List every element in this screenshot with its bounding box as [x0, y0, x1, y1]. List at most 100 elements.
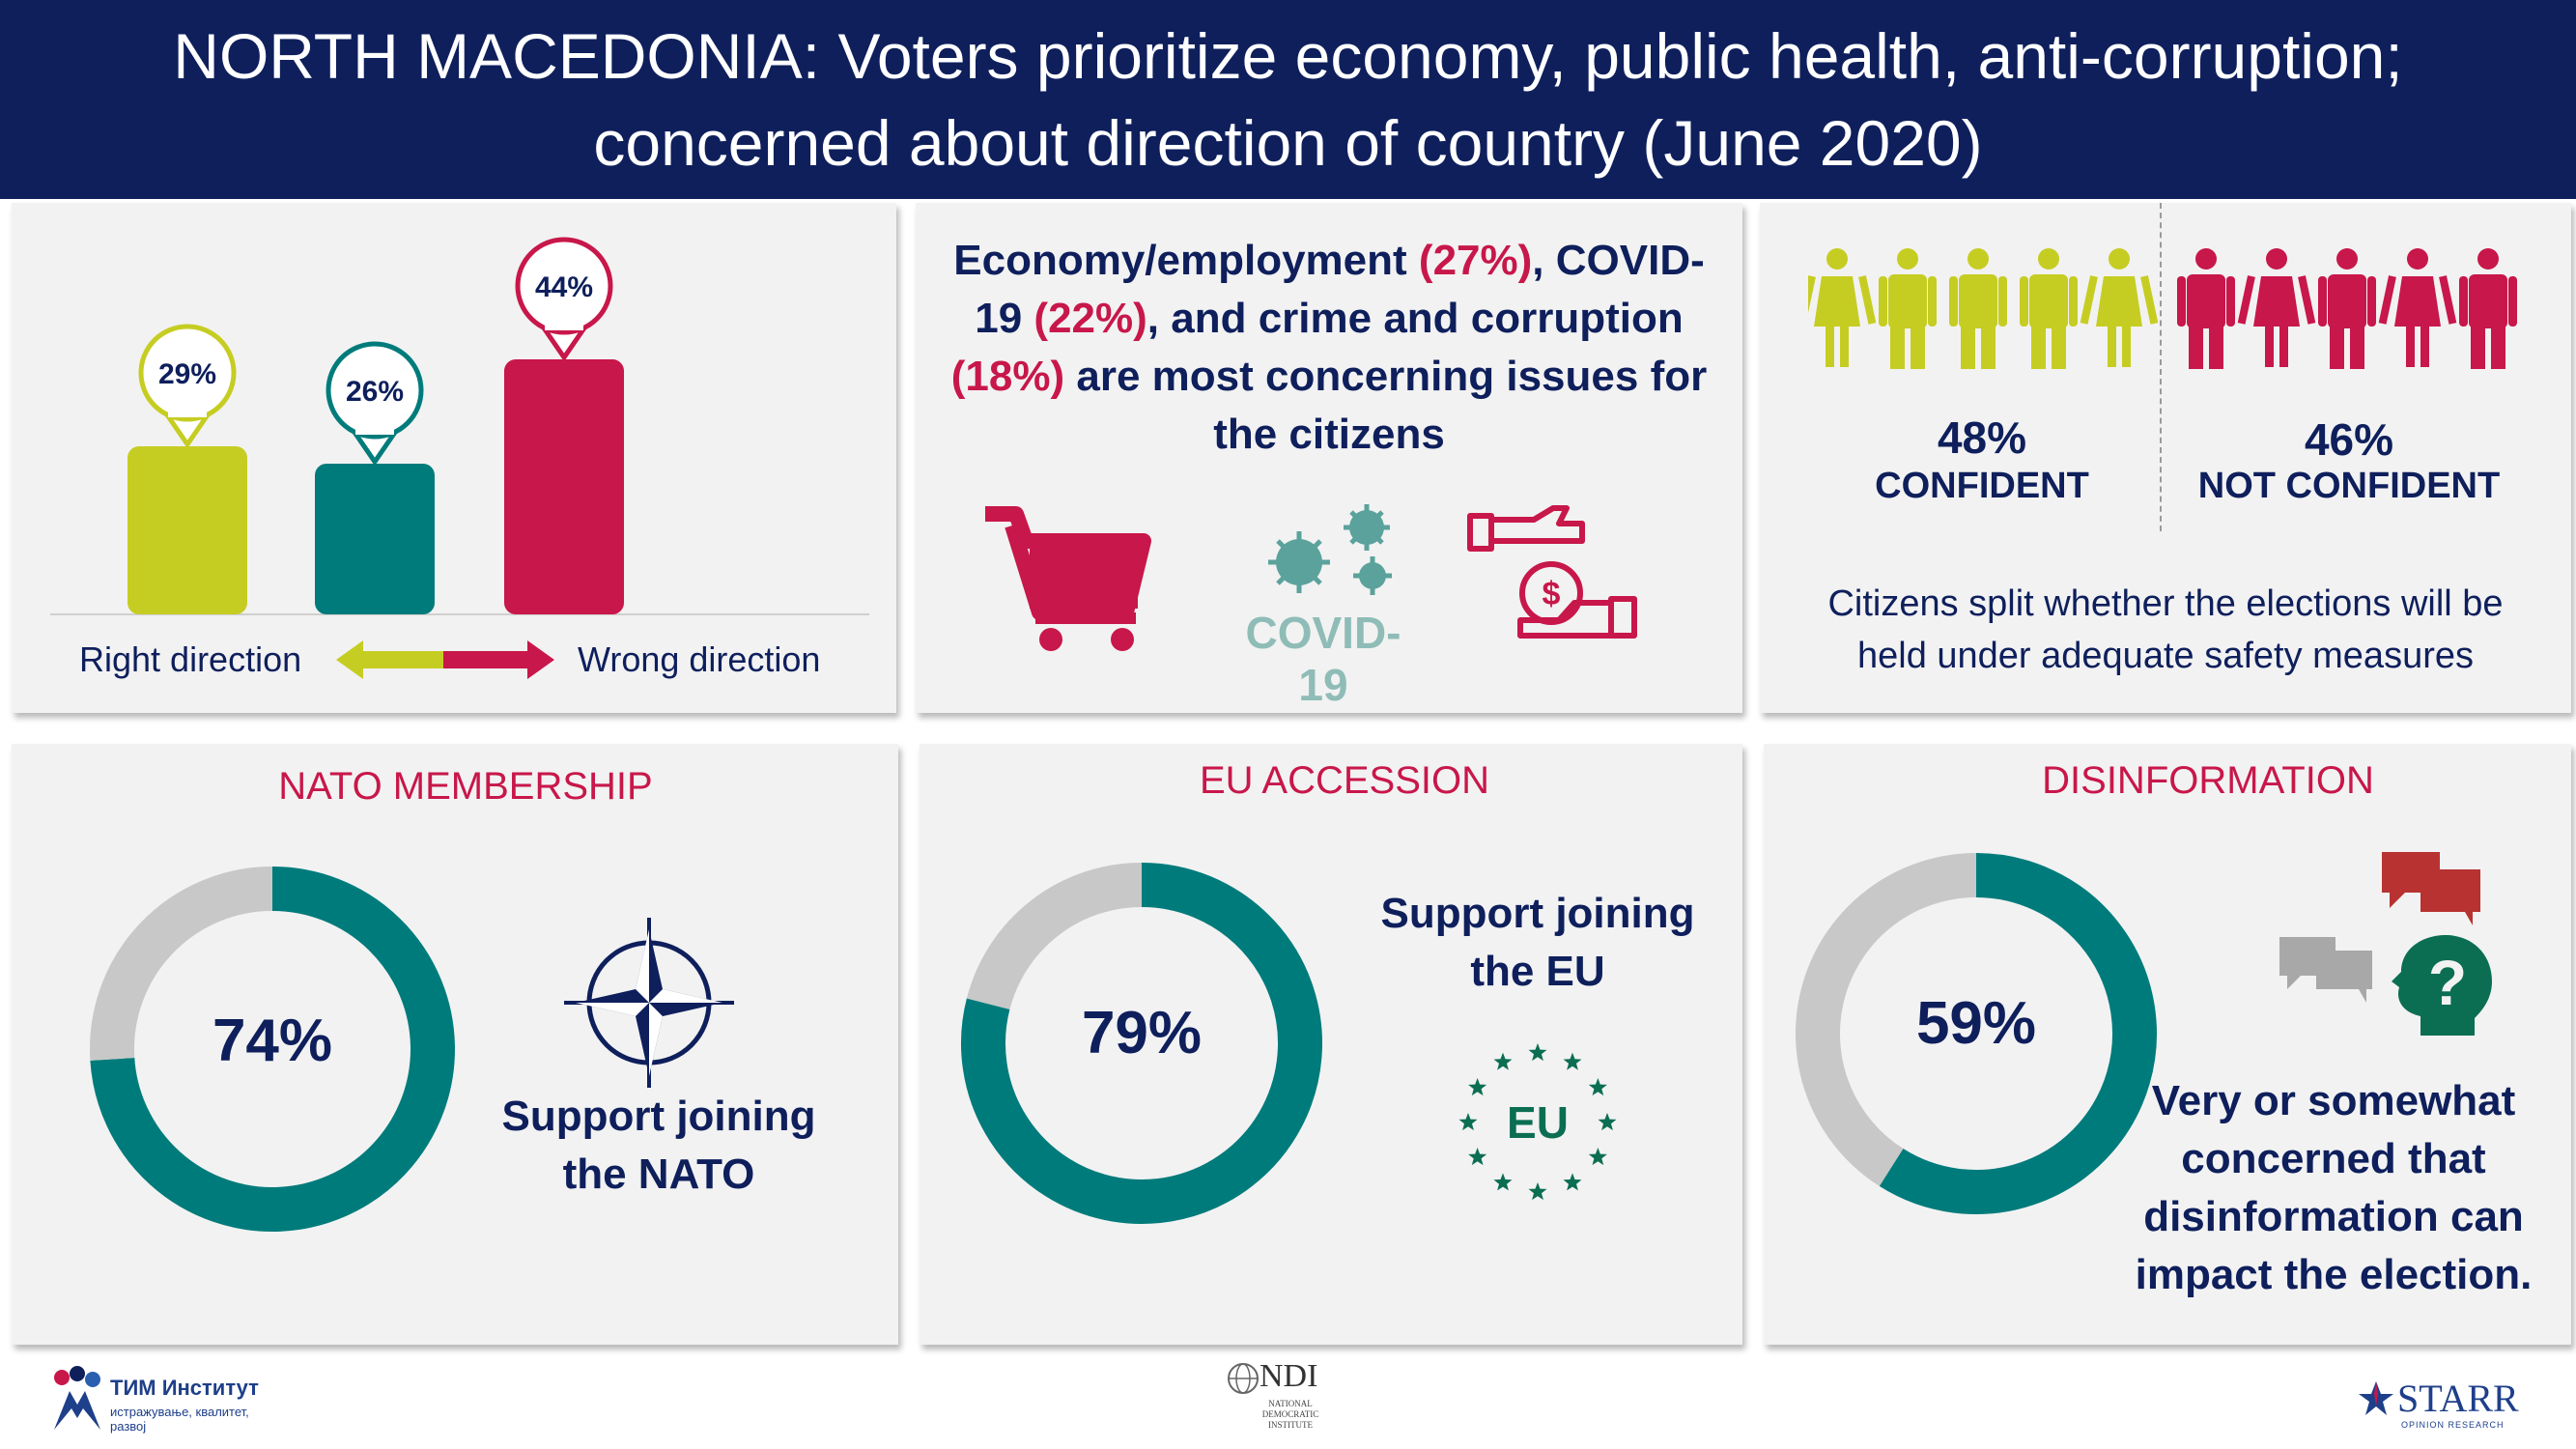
eu-caption-line-1: Support joining — [1380, 890, 1695, 937]
confident-label: CONFIDENT — [1875, 466, 2089, 506]
bar-1 — [127, 446, 247, 614]
female-person-icon-5 — [2080, 248, 2159, 367]
male-person-icon-10 — [2459, 248, 2517, 369]
virus-icon — [1268, 504, 1392, 595]
shopping-cart-icon — [985, 506, 1151, 651]
issue-covid-b: 19 — [975, 295, 1023, 342]
issue-covid-pct: (22%) — [1033, 295, 1147, 342]
elections-caption-line-1: Citizens split whether the elections wil… — [1827, 583, 2504, 624]
issues-text: Economy/employment (27%), COVID- 19 (22%… — [935, 232, 1723, 464]
donut-nato-slice-1 — [90, 867, 455, 1232]
page-title-line-1: NORTH MACEDONIA: Voters prioritize econo… — [173, 20, 2403, 92]
bar-callout-1 — [138, 324, 237, 422]
disinfo-caption-line-1: Very or somewhat — [2151, 1077, 2516, 1124]
issue-crime: , and crime and corruption — [1146, 295, 1684, 342]
male-person-icon-2 — [1879, 248, 1937, 369]
elections-caption: Citizens split whether the elections wil… — [1769, 578, 2562, 682]
eu-star-5 — [1493, 1173, 1513, 1191]
tim-logo-name: ТИМ Институт — [110, 1376, 259, 1400]
left-right-arrow-icon — [336, 640, 554, 679]
eu-star-1 — [1598, 1113, 1617, 1131]
female-person-icon-1 — [1808, 248, 1877, 367]
eu-star-7 — [1458, 1113, 1478, 1131]
svg-text:$: $ — [1543, 576, 1561, 612]
disinfo-caption-line-2: concerned that — [2181, 1135, 2486, 1182]
disinfo-caption-line-4: impact the election. — [2135, 1251, 2533, 1298]
covid-icon-label: COVID-19 — [1245, 608, 1401, 710]
eu-value: 79% — [1081, 1000, 1203, 1066]
chat-bubbles-icon — [2279, 852, 2480, 1003]
header-banner: NORTH MACEDONIA: Voters prioritize econo… — [0, 0, 2576, 199]
eu-stars-icon: EU — [1458, 1043, 1617, 1201]
donut-disinfo-slice-2 — [1796, 853, 1977, 1186]
nato-caption-line-2: the NATO — [562, 1151, 755, 1198]
disinfo-panel: DISINFORMATION 59% ? Very or somewhat co… — [1764, 744, 2571, 1345]
bar-2 — [315, 464, 435, 614]
starr-star-icon — [2359, 1381, 2393, 1415]
page-title-line-2: concerned about direction of country (Ju… — [593, 107, 1983, 179]
bar-callout-mask-3 — [545, 315, 583, 330]
bar-callout-mask-2 — [355, 419, 394, 435]
tim-institute-logo: ТИМ Институт истражување, квалитет, разв… — [48, 1360, 280, 1437]
ndi-logo-name: NDI — [1260, 1358, 1318, 1394]
tim-logo-tagline: истражување, квалитет, развој — [110, 1405, 249, 1434]
eu-star-12 — [1588, 1078, 1607, 1096]
issue-crime-pct: (18%) — [950, 353, 1065, 400]
bar-callout-2 — [326, 341, 424, 440]
eu-logo-text: EU — [1507, 1097, 1569, 1148]
ndi-logo: NDI NATIONAL DEMOCRATIC INSTITUTE — [1223, 1358, 1358, 1443]
male-person-icon-4 — [2020, 248, 2078, 369]
bar-3 — [504, 359, 624, 614]
disinfo-caption-line-3: disinformation can — [2143, 1193, 2524, 1240]
bar-callout-mask-1 — [168, 402, 207, 417]
not-confident-label: NOT CONFIDENT — [2197, 466, 2501, 506]
issue-covid-a: , COVID- — [1532, 237, 1705, 284]
eu-star-8 — [1468, 1078, 1487, 1096]
bar-value-label-1: 29% — [158, 358, 216, 390]
issue-tail-a: are most concerning issues for — [1076, 353, 1708, 400]
disinfo-caption: Very or somewhat concerned that disinfor… — [2121, 1072, 2546, 1304]
direction-panel: 29% 26% 44% Right direction Wrong directio… — [12, 203, 896, 713]
donut-eu-slice-2 — [966, 863, 1143, 1010]
ndi-sub-line-1: NATIONAL — [1268, 1399, 1313, 1408]
not-confident-value: 46% — [2304, 414, 2394, 465]
direction-bar-chart: 29% 26% 44% — [50, 237, 869, 615]
thinking-head-icon: ? — [2392, 935, 2492, 1036]
issue-tail-b: the citizens — [1213, 411, 1445, 458]
nato-panel: NATO MEMBERSHIP 74% Support joining the … — [12, 744, 898, 1345]
starr-logo-name: STARR — [2397, 1377, 2519, 1420]
bribery-money-icon: $ — [1467, 505, 1637, 639]
issues-panel: Economy/employment (27%), COVID- 19 (22%… — [916, 203, 1742, 713]
female-person-icon-9 — [2378, 248, 2457, 367]
eu-star-3 — [1563, 1173, 1582, 1191]
svg-text:?: ? — [2428, 947, 2467, 1018]
nato-caption-line-1: Support joining — [501, 1093, 816, 1140]
eu-caption-line-2: the EU — [1470, 948, 1605, 995]
eu-star-9 — [1493, 1052, 1513, 1070]
ndi-logo-sub: NATIONAL DEMOCRATIC INSTITUTE — [1232, 1399, 1348, 1431]
eu-star-6 — [1468, 1148, 1487, 1166]
issue-economy: Economy/employment — [953, 237, 1407, 284]
nato-title: NATO MEMBERSHIP — [278, 765, 653, 808]
disinfo-title: DISINFORMATION — [2042, 759, 2374, 802]
eu-star-4 — [1528, 1182, 1547, 1201]
female-person-icon-7 — [2237, 248, 2316, 367]
eu-panel: EU ACCESSION 79% Support joining the EU … — [920, 744, 1742, 1345]
eu-title: EU ACCESSION — [1199, 759, 1490, 802]
starr-logo: STARR OPINION RESEARCH — [2353, 1366, 2552, 1439]
elections-caption-line-2: held under adequate safety measures — [1857, 636, 2474, 676]
eu-star-10 — [1528, 1043, 1547, 1062]
eu-star-11 — [1563, 1052, 1582, 1070]
nato-caption: Support joining the NATO — [475, 1088, 842, 1204]
bar-callout-3 — [515, 237, 613, 335]
starr-logo-sub: OPINION RESEARCH — [2401, 1420, 2505, 1430]
eu-caption: Support joining the EU — [1354, 885, 1721, 1001]
right-direction-label: Right direction — [79, 639, 302, 679]
bar-value-label-3: 44% — [535, 271, 593, 303]
bar-value-label-2: 26% — [346, 376, 404, 408]
disinfo-value: 59% — [1915, 990, 2037, 1057]
eu-donut-chart — [961, 863, 1322, 1224]
donut-nato-slice-2 — [90, 867, 273, 1061]
ndi-sub-line-3: INSTITUTE — [1268, 1420, 1313, 1430]
ndi-sub-line-2: DEMOCRATIC — [1261, 1409, 1319, 1419]
